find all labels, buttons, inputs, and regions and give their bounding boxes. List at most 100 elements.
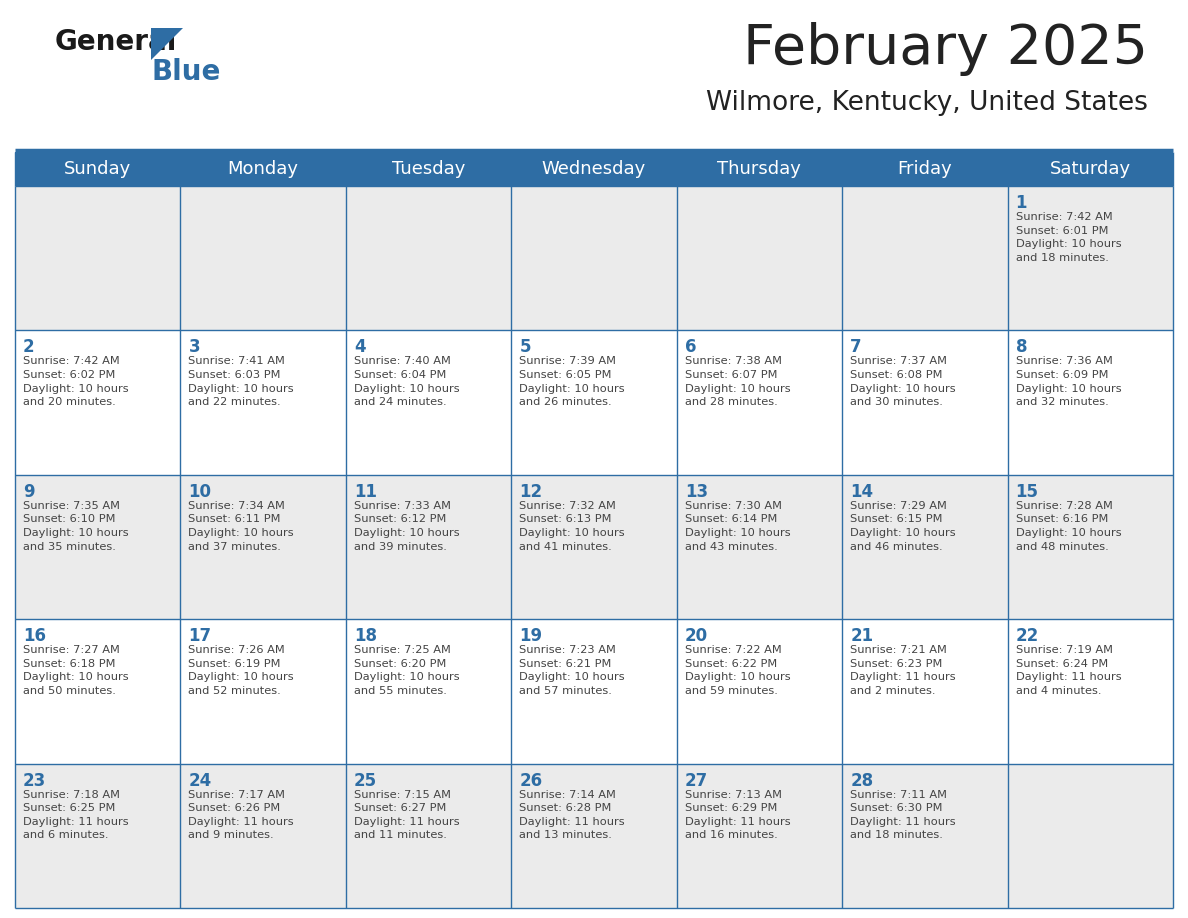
Bar — [15, 186, 181, 330]
Text: 11: 11 — [354, 483, 377, 501]
Text: Sunrise: 7:27 AM
Sunset: 6:18 PM
Daylight: 10 hours
and 50 minutes.: Sunrise: 7:27 AM Sunset: 6:18 PM Dayligh… — [23, 645, 128, 696]
Text: Sunrise: 7:37 AM
Sunset: 6:08 PM
Daylight: 10 hours
and 30 minutes.: Sunrise: 7:37 AM Sunset: 6:08 PM Dayligh… — [851, 356, 956, 408]
Text: 19: 19 — [519, 627, 543, 645]
Text: Tuesday: Tuesday — [392, 160, 466, 178]
Text: 8: 8 — [1016, 339, 1028, 356]
Text: 10: 10 — [189, 483, 211, 501]
Text: Sunrise: 7:38 AM
Sunset: 6:07 PM
Daylight: 10 hours
and 28 minutes.: Sunrise: 7:38 AM Sunset: 6:07 PM Dayligh… — [684, 356, 790, 408]
Text: February 2025: February 2025 — [742, 22, 1148, 76]
Text: Sunrise: 7:36 AM
Sunset: 6:09 PM
Daylight: 10 hours
and 32 minutes.: Sunrise: 7:36 AM Sunset: 6:09 PM Dayligh… — [1016, 356, 1121, 408]
Text: Sunrise: 7:17 AM
Sunset: 6:26 PM
Daylight: 11 hours
and 9 minutes.: Sunrise: 7:17 AM Sunset: 6:26 PM Dayligh… — [189, 789, 295, 840]
Bar — [842, 475, 1007, 620]
Text: 16: 16 — [23, 627, 46, 645]
Text: Wilmore, Kentucky, United States: Wilmore, Kentucky, United States — [706, 90, 1148, 116]
Bar — [346, 764, 511, 908]
Text: Sunrise: 7:21 AM
Sunset: 6:23 PM
Daylight: 11 hours
and 2 minutes.: Sunrise: 7:21 AM Sunset: 6:23 PM Dayligh… — [851, 645, 956, 696]
Text: 26: 26 — [519, 772, 543, 789]
Text: Sunday: Sunday — [64, 160, 132, 178]
Bar — [677, 475, 842, 620]
Bar — [346, 475, 511, 620]
Text: Sunrise: 7:26 AM
Sunset: 6:19 PM
Daylight: 10 hours
and 52 minutes.: Sunrise: 7:26 AM Sunset: 6:19 PM Dayligh… — [189, 645, 295, 696]
Bar — [842, 330, 1007, 475]
Text: Sunrise: 7:23 AM
Sunset: 6:21 PM
Daylight: 10 hours
and 57 minutes.: Sunrise: 7:23 AM Sunset: 6:21 PM Dayligh… — [519, 645, 625, 696]
Bar — [511, 186, 677, 330]
Bar — [181, 764, 346, 908]
Text: 28: 28 — [851, 772, 873, 789]
Text: Friday: Friday — [897, 160, 953, 178]
Text: 3: 3 — [189, 339, 200, 356]
Text: 24: 24 — [189, 772, 211, 789]
Text: Sunrise: 7:19 AM
Sunset: 6:24 PM
Daylight: 11 hours
and 4 minutes.: Sunrise: 7:19 AM Sunset: 6:24 PM Dayligh… — [1016, 645, 1121, 696]
Text: Sunrise: 7:15 AM
Sunset: 6:27 PM
Daylight: 11 hours
and 11 minutes.: Sunrise: 7:15 AM Sunset: 6:27 PM Dayligh… — [354, 789, 460, 840]
Text: Sunrise: 7:34 AM
Sunset: 6:11 PM
Daylight: 10 hours
and 37 minutes.: Sunrise: 7:34 AM Sunset: 6:11 PM Dayligh… — [189, 501, 295, 552]
Bar — [511, 620, 677, 764]
Bar — [346, 186, 511, 330]
Text: 1: 1 — [1016, 194, 1028, 212]
Bar — [181, 330, 346, 475]
Bar — [842, 764, 1007, 908]
Text: Wednesday: Wednesday — [542, 160, 646, 178]
Bar — [15, 620, 181, 764]
Polygon shape — [151, 28, 183, 60]
Text: 15: 15 — [1016, 483, 1038, 501]
Text: Blue: Blue — [151, 58, 221, 86]
Text: 14: 14 — [851, 483, 873, 501]
Text: 7: 7 — [851, 339, 861, 356]
Bar — [15, 330, 181, 475]
Text: Sunrise: 7:39 AM
Sunset: 6:05 PM
Daylight: 10 hours
and 26 minutes.: Sunrise: 7:39 AM Sunset: 6:05 PM Dayligh… — [519, 356, 625, 408]
Bar — [346, 620, 511, 764]
Bar — [1007, 186, 1173, 330]
Text: 6: 6 — [684, 339, 696, 356]
Bar — [1007, 475, 1173, 620]
Text: 27: 27 — [684, 772, 708, 789]
Text: Sunrise: 7:30 AM
Sunset: 6:14 PM
Daylight: 10 hours
and 43 minutes.: Sunrise: 7:30 AM Sunset: 6:14 PM Dayligh… — [684, 501, 790, 552]
Text: Sunrise: 7:33 AM
Sunset: 6:12 PM
Daylight: 10 hours
and 39 minutes.: Sunrise: 7:33 AM Sunset: 6:12 PM Dayligh… — [354, 501, 460, 552]
Bar — [346, 330, 511, 475]
Text: 13: 13 — [684, 483, 708, 501]
Text: Sunrise: 7:13 AM
Sunset: 6:29 PM
Daylight: 11 hours
and 16 minutes.: Sunrise: 7:13 AM Sunset: 6:29 PM Dayligh… — [684, 789, 790, 840]
Bar — [842, 186, 1007, 330]
Text: 22: 22 — [1016, 627, 1038, 645]
Bar — [677, 620, 842, 764]
Text: 25: 25 — [354, 772, 377, 789]
Text: Sunrise: 7:41 AM
Sunset: 6:03 PM
Daylight: 10 hours
and 22 minutes.: Sunrise: 7:41 AM Sunset: 6:03 PM Dayligh… — [189, 356, 295, 408]
Text: 23: 23 — [23, 772, 46, 789]
Bar — [15, 764, 181, 908]
Text: Sunrise: 7:42 AM
Sunset: 6:02 PM
Daylight: 10 hours
and 20 minutes.: Sunrise: 7:42 AM Sunset: 6:02 PM Dayligh… — [23, 356, 128, 408]
Text: Saturday: Saturday — [1050, 160, 1131, 178]
Text: General: General — [55, 28, 177, 56]
Text: Sunrise: 7:40 AM
Sunset: 6:04 PM
Daylight: 10 hours
and 24 minutes.: Sunrise: 7:40 AM Sunset: 6:04 PM Dayligh… — [354, 356, 460, 408]
Bar — [677, 186, 842, 330]
Bar — [181, 475, 346, 620]
Text: 9: 9 — [23, 483, 34, 501]
Bar — [181, 620, 346, 764]
Bar — [15, 475, 181, 620]
Text: Monday: Monday — [228, 160, 298, 178]
Bar — [1007, 764, 1173, 908]
Text: 12: 12 — [519, 483, 543, 501]
Text: 5: 5 — [519, 339, 531, 356]
Text: Sunrise: 7:28 AM
Sunset: 6:16 PM
Daylight: 10 hours
and 48 minutes.: Sunrise: 7:28 AM Sunset: 6:16 PM Dayligh… — [1016, 501, 1121, 552]
Text: 2: 2 — [23, 339, 34, 356]
Text: Sunrise: 7:29 AM
Sunset: 6:15 PM
Daylight: 10 hours
and 46 minutes.: Sunrise: 7:29 AM Sunset: 6:15 PM Dayligh… — [851, 501, 956, 552]
Bar — [511, 330, 677, 475]
Text: 18: 18 — [354, 627, 377, 645]
Text: Sunrise: 7:42 AM
Sunset: 6:01 PM
Daylight: 10 hours
and 18 minutes.: Sunrise: 7:42 AM Sunset: 6:01 PM Dayligh… — [1016, 212, 1121, 263]
Bar — [677, 764, 842, 908]
Bar — [511, 764, 677, 908]
Text: Thursday: Thursday — [718, 160, 802, 178]
Text: Sunrise: 7:35 AM
Sunset: 6:10 PM
Daylight: 10 hours
and 35 minutes.: Sunrise: 7:35 AM Sunset: 6:10 PM Dayligh… — [23, 501, 128, 552]
Text: Sunrise: 7:18 AM
Sunset: 6:25 PM
Daylight: 11 hours
and 6 minutes.: Sunrise: 7:18 AM Sunset: 6:25 PM Dayligh… — [23, 789, 128, 840]
Text: 4: 4 — [354, 339, 366, 356]
Bar — [1007, 330, 1173, 475]
Bar — [15, 152, 1173, 186]
Text: 21: 21 — [851, 627, 873, 645]
Text: Sunrise: 7:14 AM
Sunset: 6:28 PM
Daylight: 11 hours
and 13 minutes.: Sunrise: 7:14 AM Sunset: 6:28 PM Dayligh… — [519, 789, 625, 840]
Bar — [1007, 620, 1173, 764]
Bar — [842, 620, 1007, 764]
Bar — [511, 475, 677, 620]
Text: Sunrise: 7:11 AM
Sunset: 6:30 PM
Daylight: 11 hours
and 18 minutes.: Sunrise: 7:11 AM Sunset: 6:30 PM Dayligh… — [851, 789, 956, 840]
Text: 17: 17 — [189, 627, 211, 645]
Text: Sunrise: 7:32 AM
Sunset: 6:13 PM
Daylight: 10 hours
and 41 minutes.: Sunrise: 7:32 AM Sunset: 6:13 PM Dayligh… — [519, 501, 625, 552]
Bar — [677, 330, 842, 475]
